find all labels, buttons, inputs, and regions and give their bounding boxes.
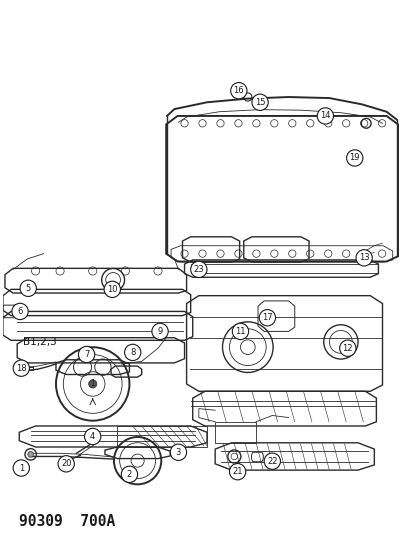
Circle shape: [355, 249, 371, 266]
Text: 19: 19: [349, 154, 359, 163]
Text: 7: 7: [84, 350, 89, 359]
Circle shape: [88, 380, 97, 388]
Text: 2: 2: [126, 470, 132, 479]
Circle shape: [58, 456, 74, 472]
Circle shape: [78, 346, 95, 362]
Circle shape: [20, 280, 36, 296]
Circle shape: [346, 150, 362, 166]
Text: 16: 16: [233, 86, 244, 95]
Circle shape: [104, 281, 120, 297]
Circle shape: [259, 310, 275, 326]
Circle shape: [316, 108, 333, 124]
Text: 3: 3: [175, 448, 180, 457]
Text: 4: 4: [90, 432, 95, 441]
Circle shape: [152, 323, 168, 340]
Text: 18: 18: [16, 364, 26, 373]
Text: B1,2,3: B1,2,3: [23, 337, 57, 346]
Text: 5: 5: [26, 284, 31, 293]
Circle shape: [229, 464, 245, 480]
Circle shape: [259, 102, 264, 107]
Circle shape: [232, 323, 248, 340]
Text: 13: 13: [358, 253, 368, 262]
Circle shape: [84, 429, 101, 445]
Text: 20: 20: [61, 459, 71, 469]
Circle shape: [124, 344, 140, 360]
Circle shape: [339, 340, 355, 357]
Circle shape: [12, 303, 28, 320]
Circle shape: [28, 451, 33, 457]
Text: 12: 12: [342, 344, 352, 353]
Circle shape: [251, 94, 268, 110]
Text: 6: 6: [17, 307, 23, 316]
Text: 15: 15: [254, 98, 265, 107]
Circle shape: [190, 261, 206, 278]
Text: 17: 17: [261, 313, 272, 322]
Text: 14: 14: [319, 111, 330, 120]
Text: 22: 22: [266, 457, 277, 466]
Text: 9: 9: [157, 327, 162, 336]
Text: 1: 1: [90, 379, 95, 389]
Text: 90309  700A: 90309 700A: [19, 514, 115, 529]
Text: 21: 21: [232, 467, 242, 476]
Text: 1: 1: [19, 464, 24, 473]
Text: 8: 8: [130, 348, 135, 357]
Circle shape: [13, 360, 29, 376]
Text: 11: 11: [235, 327, 245, 336]
Text: 10: 10: [107, 285, 117, 294]
Circle shape: [13, 460, 29, 476]
Circle shape: [170, 444, 186, 461]
Circle shape: [121, 466, 137, 482]
Circle shape: [263, 453, 280, 470]
Text: 23: 23: [193, 265, 204, 274]
Circle shape: [230, 83, 247, 99]
